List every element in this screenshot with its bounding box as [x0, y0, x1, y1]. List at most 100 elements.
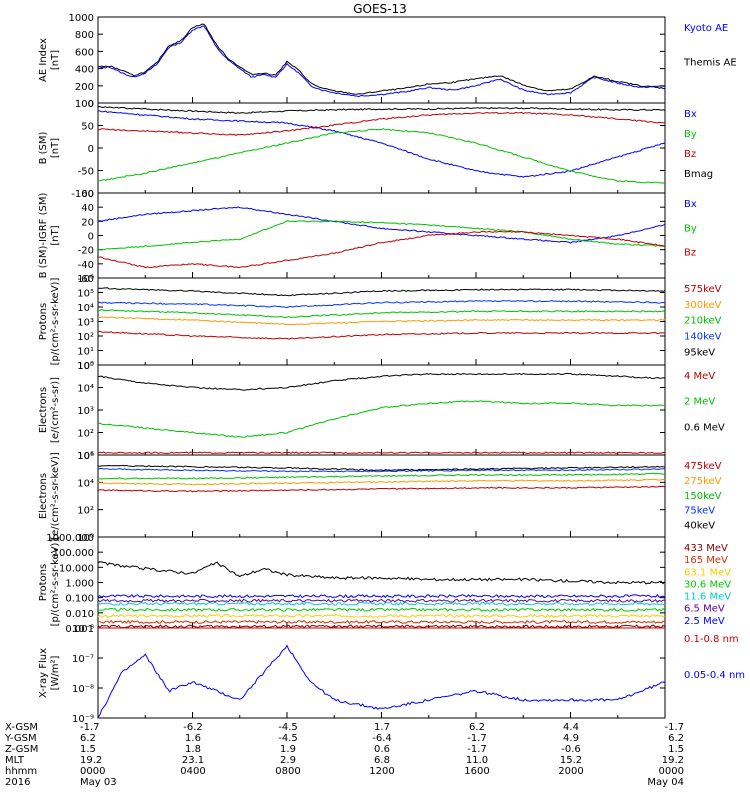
y-tick-label: 10² [77, 332, 94, 343]
series-line-95kev [98, 287, 666, 297]
y-tick-label: 50 [81, 122, 94, 133]
x-row-value: 0.6 [374, 744, 390, 755]
y-tick-label: 10⁶ [77, 451, 94, 462]
y-tick-label: 10⁰ [77, 533, 94, 544]
series-line-bz [98, 111, 666, 137]
legend-entry: Bz [684, 248, 696, 259]
y-tick-label: 1000 [69, 13, 94, 24]
y-tick-label: 10¹ [77, 347, 94, 358]
x-row-label: X-GSM [5, 722, 38, 733]
legend-entry: 95keV [684, 347, 715, 358]
series-line-275kev [97, 478, 666, 486]
legend-entry: 6.5 MeV [684, 604, 725, 615]
series-line-40kev [97, 464, 666, 472]
y-axis-label: [e/(cm²-s-sr-keV)] [50, 452, 61, 540]
chart-title: GOES-13 [353, 2, 407, 16]
panel-frame [97, 102, 666, 194]
y-tick-label: 10² [77, 429, 94, 440]
x-row-value: -4.5 [278, 733, 298, 744]
y-axis-label: [e/(cm²-s-sr)] [50, 377, 61, 443]
x-row-label: hhmm [5, 766, 37, 777]
series-line-210kev [98, 308, 666, 319]
x-row-value: 1.5 [80, 744, 96, 755]
panel-6: 10⁶ 10⁴ 10² 10⁰ Electrons [e/(cm²-s-sr-keV)] 4… [38, 451, 722, 544]
y-tick-label: 10³ [77, 406, 94, 417]
series-line-63-1-mev [97, 613, 666, 618]
series-line-6-5-mev [97, 598, 666, 603]
x-row-value: 1.8 [185, 744, 201, 755]
x-row-value: 23.1 [182, 755, 204, 766]
series-line-30-6-mev [97, 607, 666, 612]
x-row-value: 1200 [369, 766, 394, 777]
x-row-value: -1.7 [80, 722, 100, 733]
panel-1: 1000 800 600 400 200 0 AE Index [nT] Kyoto AE The… [38, 13, 737, 110]
series-line-by [97, 128, 666, 184]
y-axis-label: Electrons [38, 473, 49, 519]
legend-entry: 2 MeV [684, 397, 715, 408]
legend-entry: 150keV [684, 491, 722, 502]
legend-entry: Kyoto AE [684, 23, 728, 34]
x-row-value: May 04 [647, 777, 684, 788]
y-tick-label: 600 [75, 47, 94, 58]
x-row-value: 6.2 [469, 722, 485, 733]
series-line-bx [98, 110, 666, 178]
series-line-0-6-mev [97, 372, 666, 391]
legend-entry: Bz [684, 149, 696, 160]
panel-5: 10⁵ 10⁴ 10³ 10² 10¹ Electrons [e/(cm²-s-sr)] 4 … [38, 361, 725, 462]
panel-2: 100 50 0 -50 -100 B (SM) [nT] Bx By Bz Bmag [38, 99, 713, 200]
y-tick-label: 10⁰ [77, 361, 94, 372]
x-row-value: -6.4 [372, 733, 392, 744]
series-line-475kev [97, 485, 666, 493]
y-tick-label: -60 [78, 274, 94, 285]
y-axis-label: B (SM) [38, 131, 49, 164]
series-line-75kev [97, 468, 666, 473]
series-line-by [97, 220, 665, 251]
legend-entry: 475keV [684, 461, 722, 472]
y-tick-label: 0.010 [65, 609, 94, 620]
panel-frame [97, 364, 666, 456]
y-tick-label: 0.001 [65, 624, 94, 635]
x-row-value: 2.9 [280, 755, 296, 766]
legend-entry: By [684, 223, 697, 234]
legend-entry: 40keV [684, 521, 715, 532]
panel-7: 1000.000 100.000 10.000 1.000 0.100 0.010 0.00… [38, 533, 731, 635]
y-tick-label: 10⁻⁸ [72, 624, 94, 635]
x-row-value: 19.2 [80, 755, 102, 766]
y-axis-label: Protons [38, 303, 49, 340]
legend-entry: Themis AE [683, 57, 737, 68]
y-tick-label: -40 [78, 260, 94, 271]
x-row-value: -1.7 [664, 722, 684, 733]
y-tick-label: 10⁴ [77, 384, 94, 395]
legend-entry: 2.5 MeV [684, 616, 725, 627]
panel-frame [97, 627, 666, 719]
x-row-value: 1.6 [185, 733, 201, 744]
panel-4: 10⁶ 10⁵ 10⁴ 10³ 10² 10¹ 10⁰ Protons [p/(cm²-s-sr… [38, 274, 722, 372]
y-tick-label: 200 [75, 82, 94, 93]
series-line-575kev [97, 330, 666, 340]
x-row-value: 1600 [464, 766, 489, 777]
x-row-value: 1.5 [668, 744, 684, 755]
x-row-label: 2016 [5, 777, 30, 788]
y-axis-label: [nT] [50, 50, 61, 70]
series-line-kyoto-ae [97, 25, 666, 98]
y-tick-label: 1000.000 [46, 533, 94, 544]
x-row-value: 0800 [275, 766, 300, 777]
legend-entry: 433 MeV [684, 543, 728, 554]
panel-3: 60 40 20 0 -20 -40 -60 B (SM)-IGRF (SM) [nT] Bx By… [38, 189, 697, 285]
x-row-value: 19.2 [662, 755, 684, 766]
legend-entry: 11.6 MeV [684, 592, 731, 603]
y-tick-label: 20 [81, 217, 94, 228]
series-line-bx [97, 206, 666, 244]
x-row-value: -1.7 [467, 733, 487, 744]
y-axis-label: X-ray Flux [38, 648, 49, 698]
y-tick-label: 10⁶ [77, 274, 94, 285]
x-axis-rows: X-GSM -1.7 -6.2 -4.5 1.7 6.2 4.4 -1.7Y-GSM 6.2 1.… [4, 722, 684, 788]
series-line-140kev [97, 300, 666, 309]
series-line-0-05-0-4-nm [97, 644, 666, 718]
y-tick-label: 60 [81, 189, 94, 200]
legend-entry: 210keV [684, 316, 722, 327]
legend-entry: 275keV [684, 476, 722, 487]
series-line-11-6-mev [97, 601, 666, 606]
y-tick-label: -20 [78, 246, 94, 257]
x-row-value: 0000 [80, 766, 105, 777]
